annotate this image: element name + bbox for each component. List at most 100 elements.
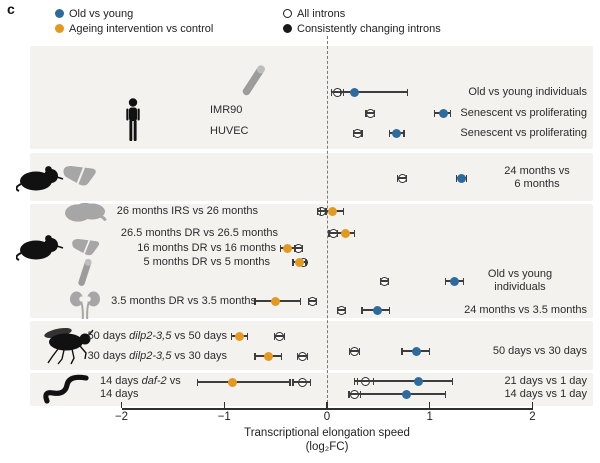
liver-icon <box>72 239 100 256</box>
error-bar <box>349 393 446 395</box>
row-label: 14 days vs 1 day <box>504 387 587 400</box>
data-point-consistent-introns <box>271 296 281 306</box>
error-bar-cap <box>230 332 233 340</box>
error-bar-cap <box>365 109 367 117</box>
error-bar-cap <box>354 229 356 237</box>
error-bar-cap <box>449 109 451 117</box>
error-bar <box>340 91 408 93</box>
error-bar-cap <box>353 129 355 137</box>
section-band-worm <box>30 373 593 406</box>
error-bar-cap <box>359 347 361 355</box>
error-bar-cap <box>280 244 282 252</box>
error-bar-cap <box>354 377 356 385</box>
error-bar-cap <box>401 347 403 355</box>
x-axis-title-units: (log₂FC) <box>305 441 349 453</box>
x-axis-tick-label: 2 <box>529 411 536 423</box>
worm-icon <box>43 374 89 404</box>
error-bar-cap <box>405 174 407 182</box>
error-bar-cap <box>301 244 303 252</box>
data-point-consistent-introns <box>327 206 337 216</box>
error-bar <box>397 177 407 179</box>
error-bar-cap <box>347 390 350 398</box>
fly-icon <box>44 327 94 365</box>
error-bar-cap <box>389 306 391 314</box>
row-label: 3.5 months DR vs 3.5 months <box>111 294 256 307</box>
blood-sample-icon <box>78 258 92 286</box>
data-point-consistent-introns <box>438 108 448 118</box>
error-bar-cap <box>328 229 330 237</box>
data-point-consistent-introns <box>372 305 382 315</box>
error-bar-cap <box>403 129 405 137</box>
mouse-icon <box>16 166 64 192</box>
row-label: 50 days vs 30 days <box>492 344 587 357</box>
x-axis-tick <box>429 402 431 408</box>
row-label: 24 months vs 3.5 months <box>464 303 587 316</box>
x-axis-tick <box>223 402 225 408</box>
error-bar-cap <box>306 352 309 360</box>
x-axis-title: Transcriptional elongation speed <box>244 427 410 439</box>
row-label: Senescent vs proliferating <box>460 106 587 119</box>
data-point-consistent-introns <box>283 243 293 253</box>
error-bar-cap <box>317 207 319 215</box>
error-bar-cap <box>434 109 436 117</box>
black-dot-icon <box>283 23 292 33</box>
data-point-consistent-introns <box>263 351 273 361</box>
error-bar-cap <box>463 277 465 285</box>
error-bar <box>331 91 344 93</box>
legend-label: Ageing intervention vs control <box>69 22 214 35</box>
error-bar-cap <box>299 297 301 305</box>
error-bar-cap <box>397 174 399 182</box>
legend-item-all-introns: All introns <box>283 4 345 22</box>
legend-item-consistent-introns: Consistently changing introns <box>283 19 441 37</box>
error-bar-cap <box>466 174 468 182</box>
error-bar-cap <box>388 277 390 285</box>
legend-label: Old vs young <box>69 8 134 20</box>
error-bar-cap <box>247 332 249 340</box>
error-bar-cap <box>305 258 308 266</box>
row-label: 16 months DR vs 16 months <box>137 241 276 254</box>
error-bar-cap <box>444 277 446 285</box>
error-bar-cap <box>379 277 382 285</box>
error-bar-cap <box>281 352 283 360</box>
error-bar-cap <box>320 207 322 215</box>
row-label: 50 days dilp2-3,5 vs 50 days <box>87 329 227 342</box>
error-bar <box>197 381 290 383</box>
error-bar-cap <box>316 297 318 305</box>
error-bar-cap <box>361 306 363 314</box>
row-label: 26.5 months DR vs 26.5 months <box>120 226 278 239</box>
liver-icon <box>63 166 96 186</box>
data-point-consistent-introns <box>401 389 411 399</box>
data-point-consistent-introns <box>294 257 304 267</box>
section-band-human-cells <box>30 46 593 149</box>
mouse-icon <box>16 235 64 261</box>
error-bar-cap <box>273 332 276 340</box>
error-bar <box>353 132 362 134</box>
error-bar-cap <box>361 129 363 137</box>
error-bar-cap <box>289 378 291 386</box>
error-bar-cap <box>336 229 338 237</box>
section-band-fly <box>30 321 593 370</box>
error-bar-cap <box>292 378 294 386</box>
row-label: 5 months DR vs 5 months <box>143 255 270 268</box>
data-point-consistent-introns <box>413 376 423 386</box>
error-bar <box>329 232 338 234</box>
legend-label: Consistently changing introns <box>297 22 441 35</box>
error-bar-cap <box>373 109 375 117</box>
error-bar-cap <box>349 390 351 398</box>
error-bar <box>349 350 360 352</box>
brain-icon <box>65 202 107 222</box>
error-bar-cap <box>342 207 345 215</box>
error-bar-cap <box>254 297 256 305</box>
error-bar <box>308 300 317 302</box>
data-point-consistent-introns <box>411 346 421 356</box>
row-label: 24 months vs 6 months <box>504 165 570 190</box>
x-axis-tick-label: −1 <box>217 411 231 423</box>
kidney-icon <box>70 291 100 320</box>
error-bar-cap <box>330 88 332 96</box>
cell-line-label-imr90: IMR90 <box>210 104 243 116</box>
error-bar <box>274 335 285 337</box>
error-bar-cap <box>284 332 286 340</box>
blue-dot-icon <box>55 9 64 18</box>
data-point-consistent-introns <box>340 228 350 238</box>
